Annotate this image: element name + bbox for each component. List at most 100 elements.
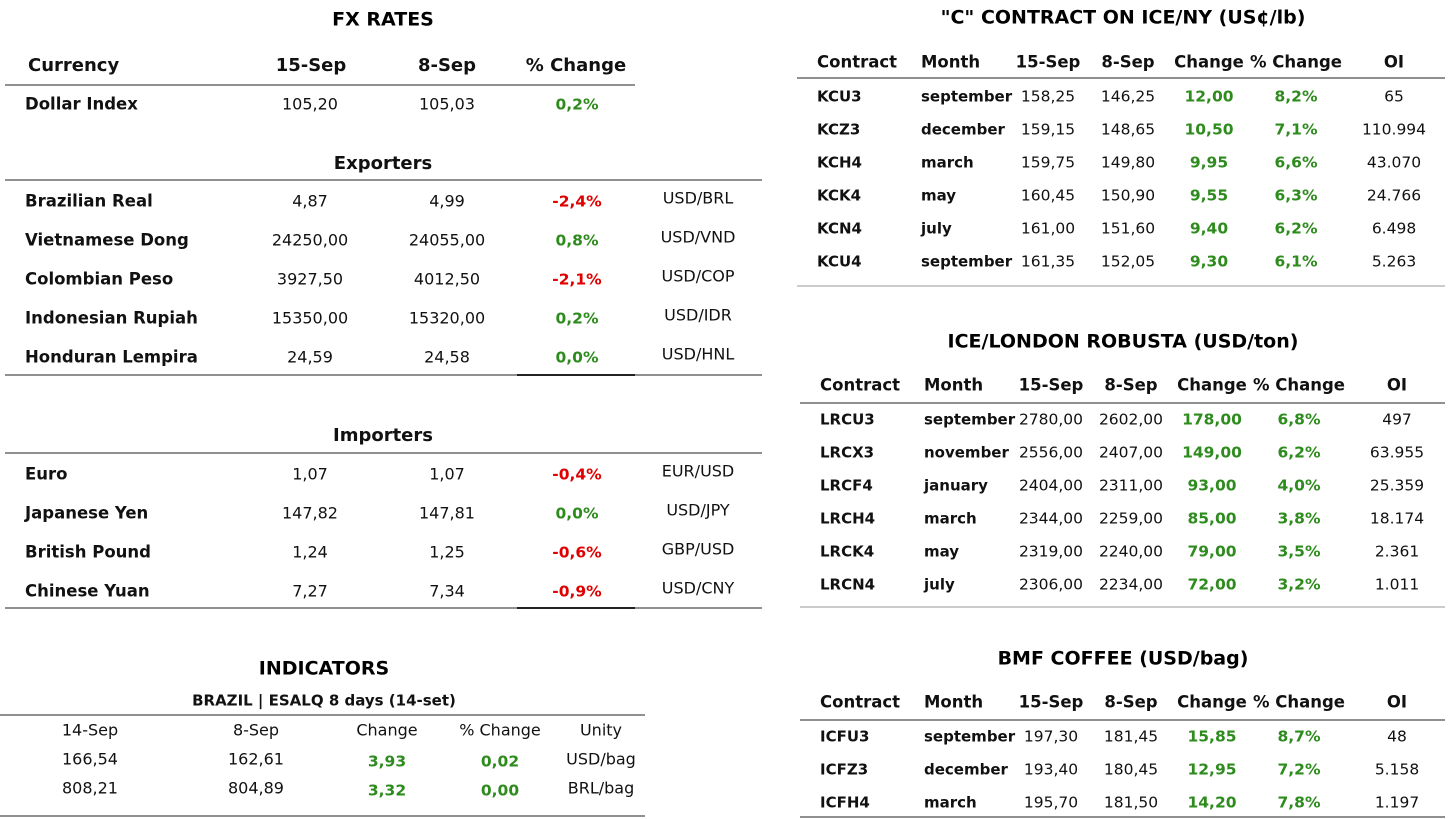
cell: 2319,00 — [1019, 543, 1083, 561]
cell: 3,32 — [368, 782, 406, 800]
cell: Euro — [25, 465, 68, 484]
cell: 2407,00 — [1099, 444, 1163, 462]
column-header: Month — [924, 693, 983, 712]
cell: 14,20 — [1187, 794, 1236, 812]
column-header: Change — [1177, 376, 1247, 395]
cell: september — [921, 253, 1013, 271]
cell: 3927,50 — [277, 270, 343, 289]
cell: ICFU3 — [820, 728, 869, 746]
cell: 2.361 — [1375, 543, 1419, 561]
column-header: Month — [921, 53, 980, 72]
cell: december — [924, 761, 1009, 779]
cell: 1,25 — [429, 543, 465, 562]
cell: KCZ3 — [817, 121, 860, 139]
cell: 2311,00 — [1099, 477, 1163, 495]
cell: ICFH4 — [820, 794, 870, 812]
cell: LRCU3 — [820, 411, 875, 429]
cell: Chinese Yuan — [25, 582, 150, 601]
column-header: Contract — [817, 53, 897, 72]
cell: 6.498 — [1372, 220, 1416, 238]
cell: 3,5% — [1278, 543, 1321, 561]
cell: 65 — [1384, 88, 1404, 106]
cell: 85,00 — [1187, 510, 1236, 528]
cell: GBP/USD — [662, 540, 735, 559]
cell: 93,00 — [1187, 477, 1236, 495]
cell: 497 — [1382, 411, 1412, 429]
cell: LRCK4 — [820, 543, 874, 561]
cell: Brazilian Real — [25, 192, 153, 211]
cell: 149,80 — [1101, 154, 1155, 172]
cell: may — [924, 543, 959, 561]
cell: 166,54 — [62, 750, 118, 769]
cell: 5.263 — [1372, 253, 1416, 271]
cell: -0,6% — [552, 544, 602, 562]
cell: 24250,00 — [272, 231, 348, 250]
cell: 2556,00 — [1019, 444, 1083, 462]
cell: 150,90 — [1101, 187, 1155, 205]
cell: 158,25 — [1021, 88, 1075, 106]
cell: 43.070 — [1367, 154, 1421, 172]
cell: 0,0% — [556, 349, 599, 367]
column-header: 14-Sep — [62, 721, 118, 740]
cell: 2234,00 — [1099, 576, 1163, 594]
section-title: INDICATORS — [259, 658, 389, 680]
cell: LRCH4 — [820, 510, 875, 528]
cell: -2,1% — [552, 271, 602, 289]
cell: 15,85 — [1187, 728, 1236, 746]
cell: LRCF4 — [820, 477, 873, 495]
cell: january — [923, 477, 988, 495]
column-header: Change — [356, 721, 417, 740]
cell: 181,45 — [1104, 728, 1158, 746]
cell: 160,45 — [1021, 187, 1075, 205]
cell: BRL/bag — [568, 779, 635, 798]
cell: 197,30 — [1024, 728, 1078, 746]
cell: EUR/USD — [662, 462, 735, 481]
cell: British Pound — [25, 543, 151, 562]
cell: KCK4 — [817, 187, 861, 205]
column-header: 8-Sep — [1104, 376, 1157, 395]
cell: march — [921, 154, 974, 172]
cell: 148,65 — [1101, 121, 1155, 139]
cell: 2344,00 — [1019, 510, 1083, 528]
cell: 9,55 — [1190, 187, 1228, 205]
cell: july — [923, 576, 955, 594]
cell: 7,2% — [1278, 761, 1321, 779]
column-header: Change — [1174, 53, 1244, 72]
cell: -0,9% — [552, 583, 602, 601]
cell: 178,00 — [1182, 411, 1242, 429]
cell: december — [921, 121, 1006, 139]
cell: USD/HNL — [662, 345, 735, 364]
cell: 2240,00 — [1099, 543, 1163, 561]
cell: 105,20 — [282, 95, 338, 114]
cell: 159,75 — [1021, 154, 1075, 172]
cell: 7,27 — [292, 582, 328, 601]
cell: 0,2% — [556, 310, 599, 328]
cell: 10,50 — [1184, 121, 1233, 139]
cell: 4,99 — [429, 192, 465, 211]
subtitle: BRAZIL | ESALQ 8 days (14-set) — [192, 692, 456, 711]
cell: 18.174 — [1370, 510, 1424, 528]
cell: 2780,00 — [1019, 411, 1083, 429]
cell: Japanese Yen — [24, 504, 148, 523]
cell: 146,25 — [1101, 88, 1155, 106]
rules — [0, 77, 1445, 818]
cell: Vietnamese Dong — [25, 231, 189, 250]
column-header: 15-Sep — [276, 55, 347, 76]
cell: 8,2% — [1275, 88, 1318, 106]
cell: 152,05 — [1101, 253, 1155, 271]
column-header: 8-Sep — [233, 721, 279, 740]
column-header: OI — [1384, 53, 1404, 72]
cell: USD/COP — [662, 267, 735, 286]
cell: 5.158 — [1375, 761, 1419, 779]
cell: march — [924, 794, 977, 812]
cell: Honduran Lempira — [25, 348, 198, 367]
column-header: % Change — [1253, 693, 1345, 712]
cell: 24,59 — [287, 348, 333, 367]
cell: 15320,00 — [409, 309, 485, 328]
cell: 181,50 — [1104, 794, 1158, 812]
cell: 180,45 — [1104, 761, 1158, 779]
column-header: Unity — [580, 721, 622, 740]
column-header: Contract — [820, 376, 900, 395]
cell: 808,21 — [62, 779, 118, 798]
